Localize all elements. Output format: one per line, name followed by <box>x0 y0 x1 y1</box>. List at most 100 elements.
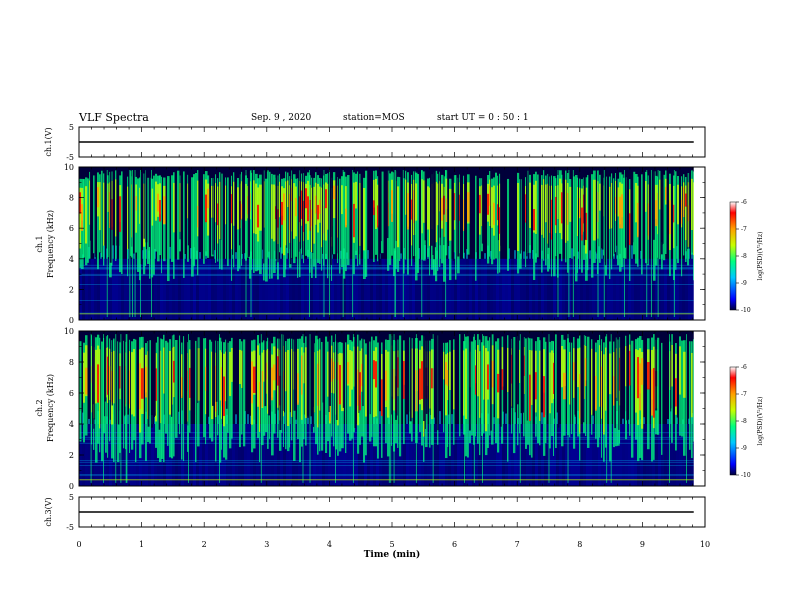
spectrogram-column <box>373 170 375 263</box>
spectrogram-column <box>573 176 575 257</box>
spectrogram-gap <box>123 331 126 415</box>
spectrogram-texture <box>409 424 412 486</box>
spectrogram-column <box>497 204 499 221</box>
spectrogram-column <box>445 362 448 385</box>
spectrogram-texture <box>265 424 268 486</box>
spectrogram-texture <box>268 424 271 486</box>
spectrogram-column <box>533 209 536 231</box>
spectrogram-texture <box>676 424 679 486</box>
spectrogram-gap <box>89 167 92 241</box>
spectrogram-column <box>339 178 341 274</box>
spectrogram-column <box>471 341 474 436</box>
spectrogram-texture <box>484 253 486 259</box>
spectrogram-column <box>659 170 661 260</box>
spectrogram-column <box>305 188 308 209</box>
spectrogram-texture <box>346 258 349 320</box>
spectrogram-column <box>249 193 252 212</box>
spectrogram-gap <box>143 167 145 239</box>
spectrogram-texture <box>130 258 133 320</box>
spectrogram-column <box>191 177 194 277</box>
spectrogram-texture <box>442 258 445 320</box>
spectrogram-column <box>479 351 481 418</box>
spectrogram-gap <box>275 167 277 260</box>
spectrogram-column <box>277 356 279 386</box>
spectrogram-gap <box>90 167 92 258</box>
spectrogram-gap <box>626 331 628 421</box>
spectrogram-column <box>587 174 589 271</box>
spectrogram-gap <box>395 167 397 241</box>
spectrogram-column <box>385 370 387 401</box>
spectrogram-texture <box>211 424 214 486</box>
spectrogram-texture <box>361 424 364 486</box>
spectrogram-column <box>417 174 420 273</box>
spectrogram-gap <box>215 331 218 402</box>
spectrogram-column <box>453 349 455 410</box>
spectrogram-column <box>579 374 581 419</box>
spectrogram-column <box>357 369 360 406</box>
spectrogram-column <box>441 197 444 221</box>
spectrogram-texture <box>589 424 592 486</box>
spectrogram-column <box>157 193 160 212</box>
spectrogram-texture <box>322 424 325 486</box>
spectrogram-column <box>561 346 564 388</box>
colorbar-tick-label: -8 <box>741 418 747 425</box>
spectrogram-texture <box>454 258 457 320</box>
spectrogram-column <box>355 181 358 209</box>
spectrogram-texture <box>376 258 379 320</box>
ch2-channel-label: ch.2 <box>35 399 44 416</box>
spectrogram-gap <box>171 331 173 417</box>
spectrogram-texture <box>451 414 453 424</box>
spectrogram-column <box>545 341 547 444</box>
spectrogram-texture <box>235 258 238 320</box>
spectrogram-column <box>231 194 233 224</box>
spectrogram-texture <box>241 258 244 320</box>
spectrogram-column <box>219 350 222 401</box>
spectrogram-texture <box>418 424 421 486</box>
spectrogram-gap <box>369 331 371 415</box>
spectrogram-texture <box>226 424 229 486</box>
spectrogram-column <box>333 342 335 447</box>
spectrogram-column <box>675 171 677 270</box>
spectrogram-column <box>507 347 509 393</box>
freq-tick-label: 10 <box>64 327 74 336</box>
spectrogram-gap <box>413 167 415 263</box>
spectrogram-column <box>655 200 658 227</box>
spectrogram-column <box>529 374 531 422</box>
spectrogram-texture <box>220 424 223 486</box>
spectrogram-column <box>665 186 667 201</box>
spectrogram-texture <box>229 258 232 320</box>
spectrogram-column <box>459 194 461 221</box>
spectrogram-gap <box>430 167 433 246</box>
spectrogram-texture <box>676 417 678 424</box>
spectrogram-gap <box>93 331 95 429</box>
spectrogram-gap <box>662 167 664 244</box>
spectrogram-column <box>613 178 615 257</box>
spectrogram-column <box>339 364 342 405</box>
spectrogram-column <box>617 339 620 446</box>
spectrogram-texture <box>337 258 340 320</box>
spectrogram-column <box>81 204 84 231</box>
spectrogram-column <box>107 356 109 395</box>
spectrogram-column <box>389 173 392 265</box>
spectrogram-texture <box>658 258 661 320</box>
spectrogram-texture <box>262 258 265 320</box>
spectrogram-texture <box>157 258 160 320</box>
spectrogram-texture <box>559 258 562 320</box>
spectrogram-column <box>267 348 269 414</box>
spectrogram-column <box>333 185 336 200</box>
spectrogram-column <box>545 184 547 223</box>
spectrogram-texture <box>571 258 574 320</box>
date-label: Sep. 9 , 2020 <box>251 113 312 123</box>
spectrogram-gap <box>631 167 634 243</box>
spectrogram-texture <box>175 424 178 486</box>
spectrogram-column <box>333 180 336 219</box>
spectrogram-texture <box>526 258 529 320</box>
spectrogram-column <box>561 192 563 224</box>
spectrogram-texture <box>85 424 88 486</box>
spectrogram-texture <box>691 258 694 320</box>
spectrogram-column <box>281 334 283 433</box>
spectrogram-texture <box>109 424 112 486</box>
spectrogram-texture <box>274 424 277 486</box>
spectrogram-texture <box>133 258 136 320</box>
spectrogram-gap <box>660 167 663 255</box>
